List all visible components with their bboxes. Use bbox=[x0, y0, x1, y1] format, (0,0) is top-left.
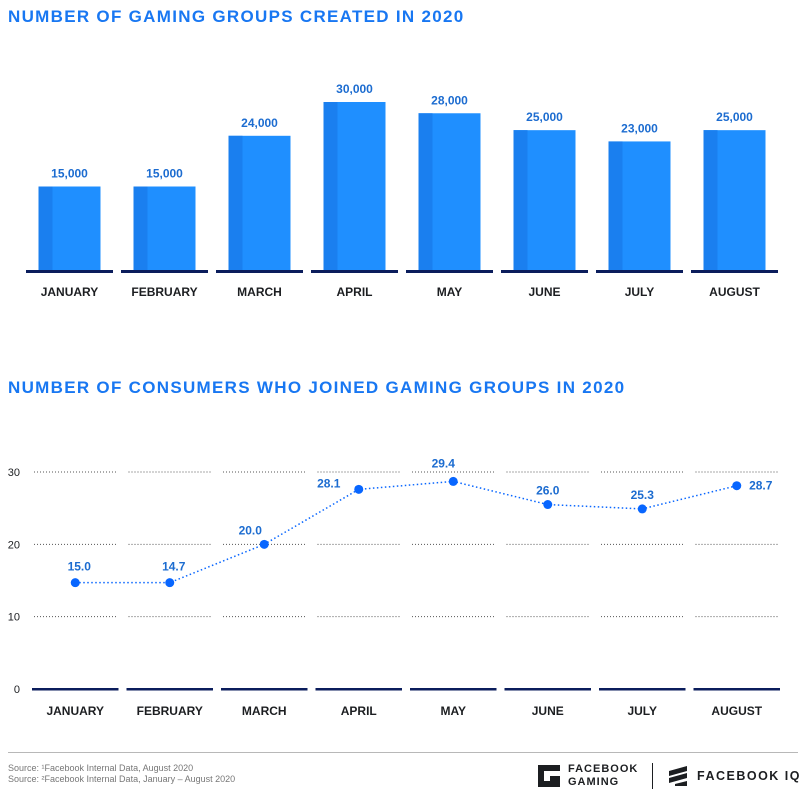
bar-baseline-segment bbox=[501, 270, 588, 273]
x-tick-label: APRIL bbox=[337, 285, 373, 299]
x-tick-label: JANUARY bbox=[41, 285, 99, 299]
gaming-logo-line1: FACEBOOK bbox=[568, 763, 639, 775]
bar-chart-title: NUMBER OF GAMING GROUPS CREATED IN 2020 bbox=[8, 7, 465, 26]
bar-value-label: 28,000 bbox=[431, 93, 468, 107]
x-tick-label: MAY bbox=[437, 285, 463, 299]
bar-shade-april bbox=[323, 102, 338, 271]
bar-baseline-segment bbox=[406, 270, 493, 273]
series-line bbox=[75, 480, 737, 584]
line-baseline-segment bbox=[504, 688, 591, 691]
x-tick-label: MARCH bbox=[237, 285, 282, 299]
line-baseline-segment bbox=[693, 688, 780, 691]
data-point bbox=[70, 578, 80, 588]
data-point bbox=[165, 578, 175, 588]
x-tick-label: FEBRUARY bbox=[131, 285, 197, 299]
facebook-iq-icon bbox=[669, 766, 687, 786]
bar-baseline-segment bbox=[691, 270, 778, 273]
bar-baseline-segment bbox=[26, 270, 113, 273]
bar-value-label: 23,000 bbox=[621, 121, 658, 135]
bar-shade-may bbox=[418, 113, 433, 272]
bar-value-label: 15,000 bbox=[51, 167, 88, 181]
bar-baseline-segment bbox=[216, 270, 303, 273]
bar-value-label: 15,000 bbox=[146, 167, 183, 181]
line-baseline-segment bbox=[221, 688, 308, 691]
y-tick-label: 0 bbox=[14, 684, 20, 696]
sources: Source: ¹Facebook Internal Data, August … bbox=[8, 763, 235, 785]
x-tick-label: FEBRUARY bbox=[137, 704, 203, 718]
data-point bbox=[543, 500, 553, 510]
iq-logo-text: FACEBOOK IQ bbox=[697, 769, 802, 783]
y-tick-label: 10 bbox=[8, 612, 20, 624]
data-label: 28.7 bbox=[749, 479, 773, 493]
data-label: 20.0 bbox=[239, 523, 263, 537]
bar-chart: 15,000 JANUARY 15,000 FEBRUARY 24,000 MARCH 30… bbox=[26, 82, 778, 299]
line-baseline-segment bbox=[599, 688, 686, 691]
data-point bbox=[637, 504, 647, 514]
x-tick-label: JUNE bbox=[528, 285, 560, 299]
facebook-gaming-logo: FACEBOOK GAMING bbox=[538, 763, 638, 789]
y-tick-label: 20 bbox=[8, 539, 20, 551]
x-tick-label: JANUARY bbox=[46, 704, 104, 718]
x-tick-label: JULY bbox=[625, 285, 655, 299]
bar-baseline-segment bbox=[121, 270, 208, 273]
bar-baseline-segment bbox=[311, 270, 398, 273]
data-label: 15.0 bbox=[68, 560, 92, 574]
data-label: 14.7 bbox=[162, 560, 186, 574]
x-tick-label: APRIL bbox=[341, 704, 377, 718]
line-chart-title: NUMBER OF CONSUMERS WHO JOINED GAMING GR… bbox=[8, 378, 626, 397]
x-tick-label: JUNE bbox=[532, 704, 564, 718]
bar-shade-august bbox=[703, 130, 718, 271]
data-label: 29.4 bbox=[432, 456, 456, 470]
data-point bbox=[354, 484, 364, 494]
y-tick-label: 30 bbox=[8, 467, 20, 479]
facebook-gaming-icon bbox=[538, 765, 560, 787]
bar-baseline-segment bbox=[596, 270, 683, 273]
data-point bbox=[448, 476, 458, 486]
bar-shade-january bbox=[38, 186, 53, 271]
line-baseline-segment bbox=[126, 688, 213, 691]
line-chart: 0 10 20 30 15.0 14.7 20.0 28.1 29.4 26.0 25.3 28.7 J… bbox=[8, 456, 780, 718]
bar-value-label: 25,000 bbox=[526, 110, 563, 124]
data-label: 25.3 bbox=[631, 488, 655, 502]
x-tick-label: MARCH bbox=[242, 704, 287, 718]
bar-value-label: 30,000 bbox=[336, 82, 373, 96]
source-note-2: Source: ²Facebook Internal Data, January… bbox=[8, 774, 236, 784]
x-tick-label: AUGUST bbox=[711, 704, 762, 718]
bar-value-label: 24,000 bbox=[241, 116, 278, 130]
bar-shade-july bbox=[608, 141, 623, 271]
x-tick-label: AUGUST bbox=[709, 285, 760, 299]
x-tick-label: MAY bbox=[440, 704, 466, 718]
bar-shade-june bbox=[513, 130, 528, 271]
footer-divider bbox=[8, 752, 798, 753]
bar-value-label: 25,000 bbox=[716, 110, 753, 124]
logo-divider bbox=[652, 763, 653, 789]
line-baseline-segment bbox=[32, 688, 119, 691]
line-baseline-segment bbox=[410, 688, 497, 691]
source-note-1: Source: ¹Facebook Internal Data, August … bbox=[8, 763, 194, 773]
data-label: 28.1 bbox=[317, 476, 341, 490]
x-tick-label: JULY bbox=[627, 704, 657, 718]
bar-shade-february bbox=[133, 186, 148, 271]
bar-shade-march bbox=[228, 135, 243, 271]
data-label: 26.0 bbox=[536, 484, 560, 498]
gaming-logo-line2: GAMING bbox=[568, 776, 620, 788]
data-point bbox=[732, 481, 742, 491]
data-point bbox=[259, 539, 269, 549]
line-baseline-segment bbox=[315, 688, 402, 691]
facebook-iq-logo: FACEBOOK IQ bbox=[667, 765, 801, 787]
